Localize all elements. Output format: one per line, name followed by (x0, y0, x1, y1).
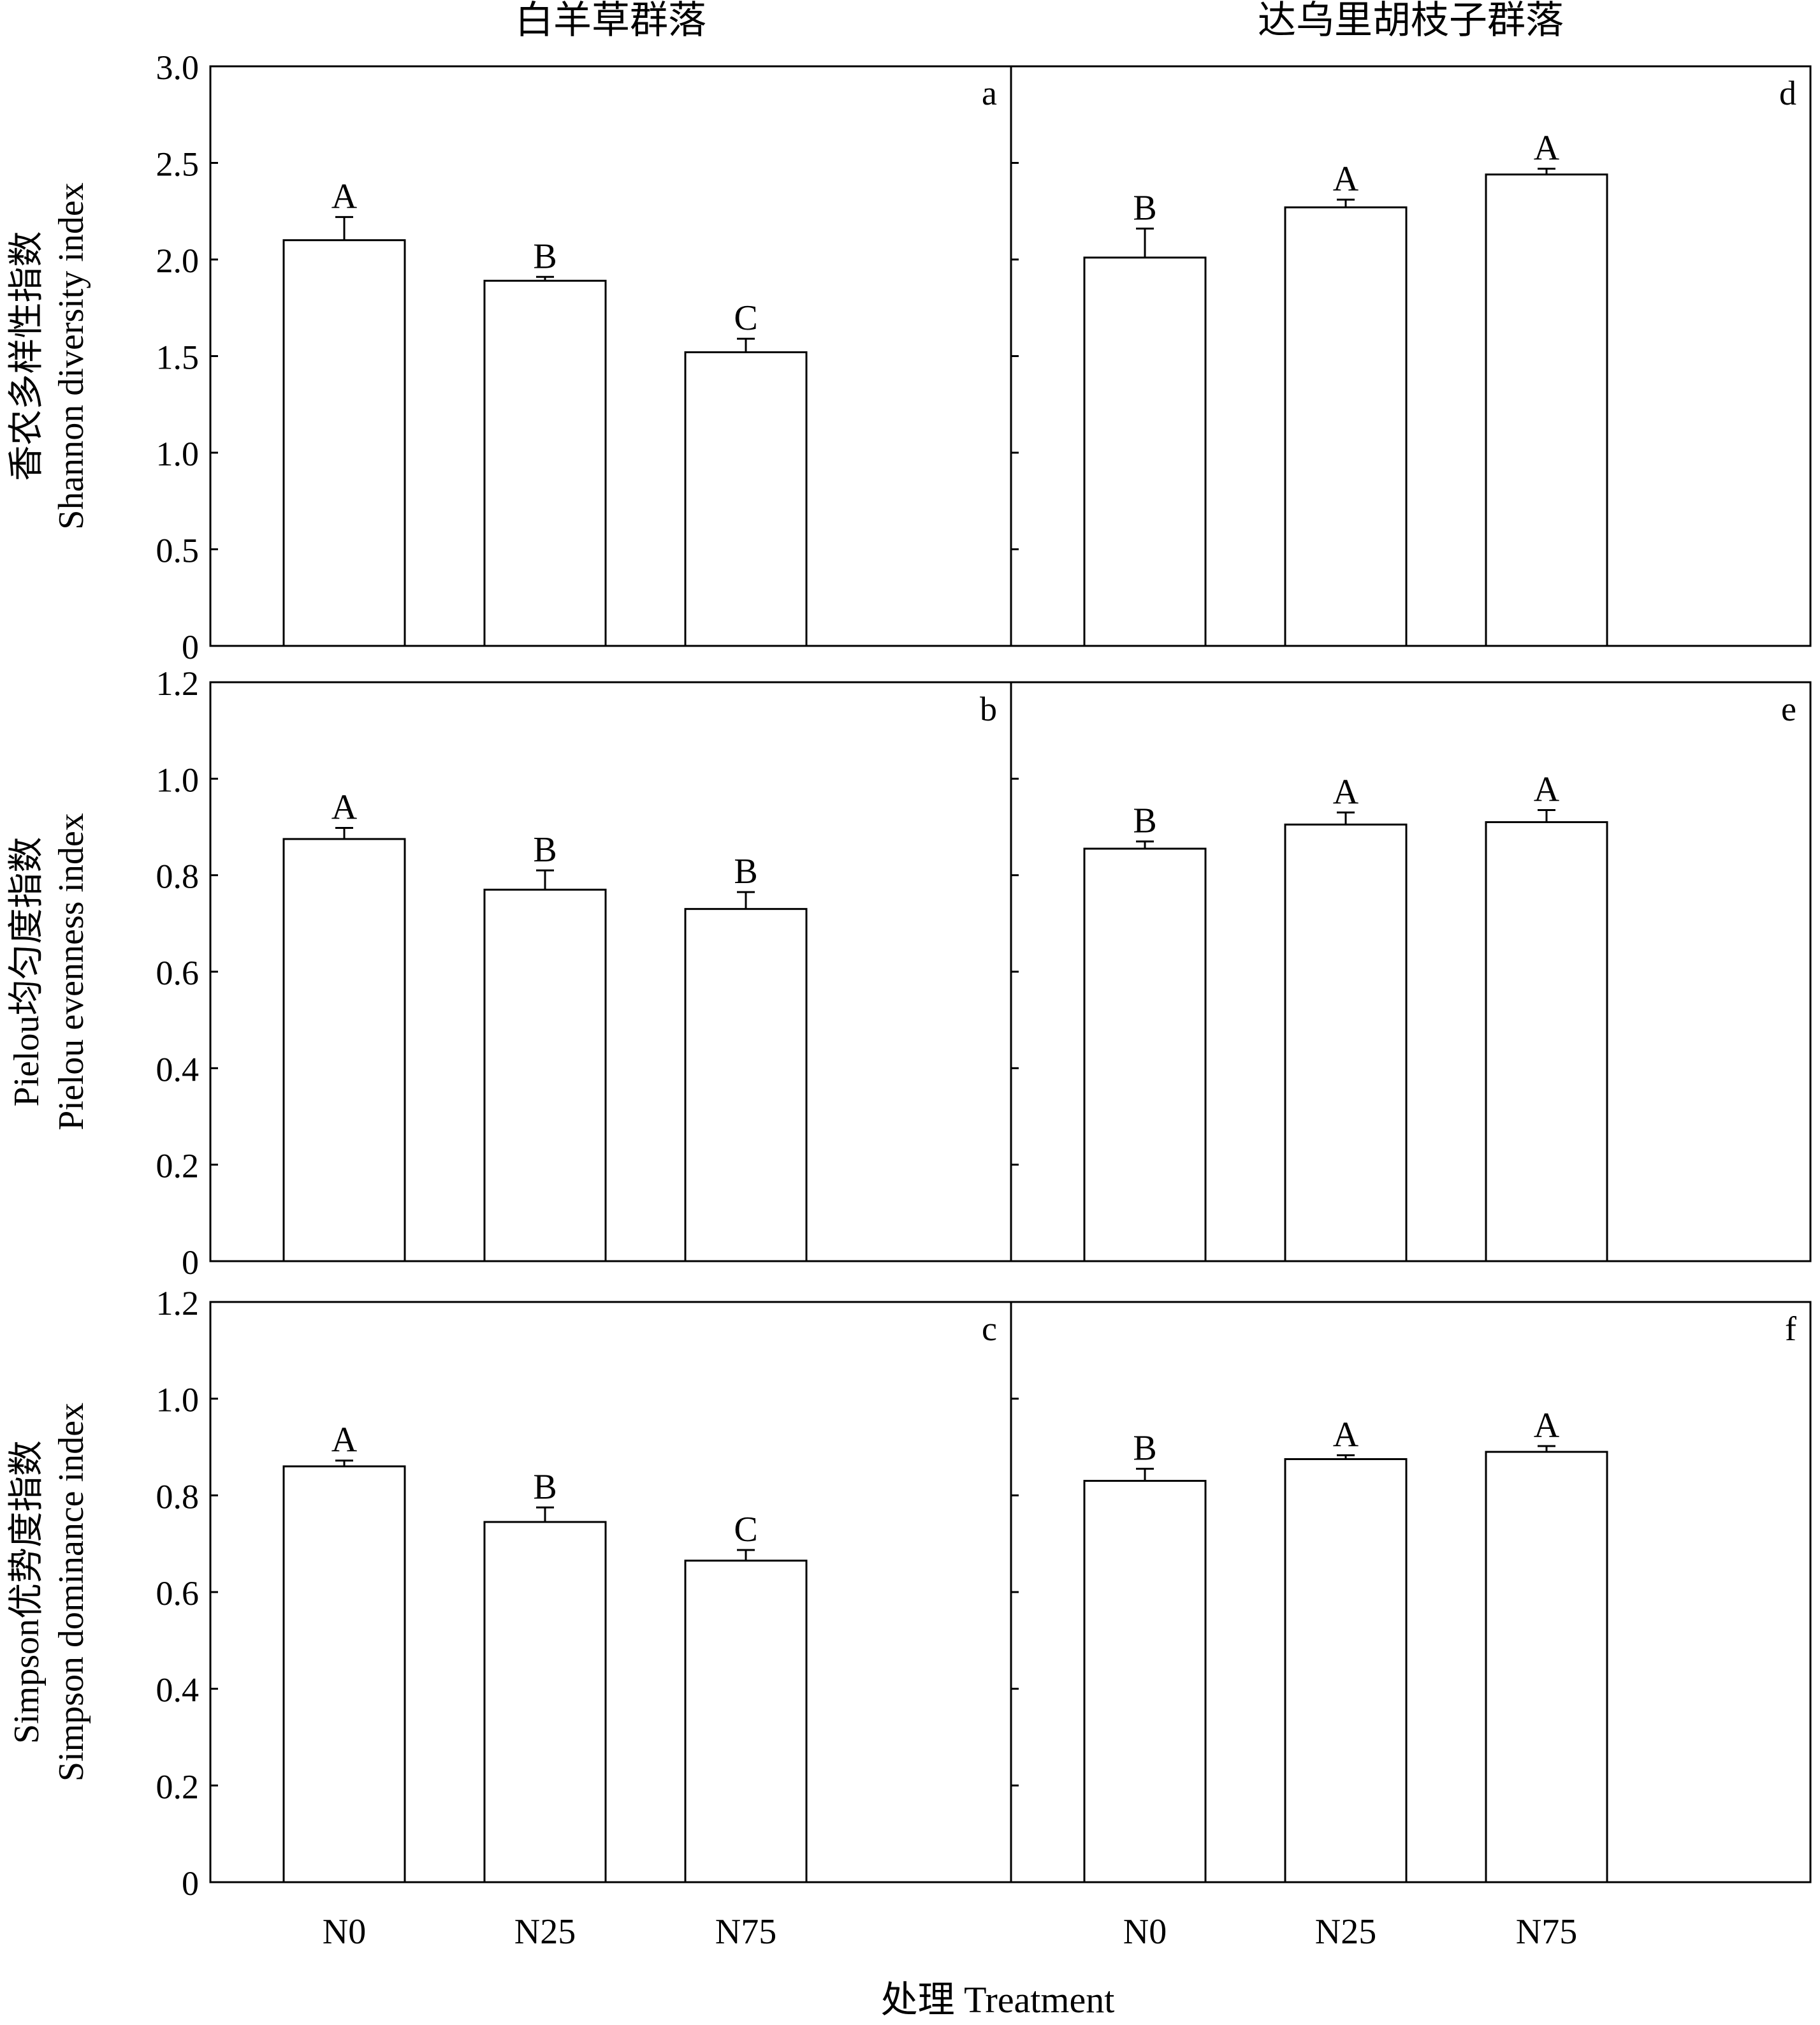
y-tick-label: 1.0 (156, 761, 200, 799)
significance-letter: A (331, 1421, 358, 1460)
bar (1485, 1451, 1608, 1883)
y-tick-label: 0.2 (156, 1147, 200, 1185)
bar (684, 908, 808, 1262)
bar (1485, 821, 1608, 1262)
y-tick-label: 0.5 (156, 532, 200, 570)
y-tick-label: 0.6 (156, 954, 200, 992)
significance-letter: B (533, 830, 557, 870)
panel-e: B A Ae (1010, 681, 1812, 1262)
significance-letter: A (1333, 772, 1359, 812)
significance-letter: B (1133, 189, 1156, 228)
bar (684, 351, 808, 647)
panel-label: c (982, 1310, 997, 1348)
bar (1083, 847, 1207, 1262)
significance-letter: A (331, 177, 358, 216)
significance-letter: B (734, 852, 757, 891)
significance-letter: A (1534, 129, 1560, 168)
panel-f: B A Af (1010, 1301, 1812, 1883)
panel-label: d (1779, 74, 1796, 112)
significance-letter: A (331, 788, 358, 828)
bar (1485, 173, 1608, 647)
bar (282, 838, 406, 1262)
bar (1083, 1480, 1207, 1883)
bar (1284, 823, 1408, 1262)
y-tick-label: 3.0 (156, 48, 200, 87)
x-tick-label: N75 (715, 1912, 776, 1952)
column-title: 白羊草群落 (515, 0, 706, 41)
x-tick-label: N0 (323, 1912, 366, 1952)
panel-d: B A Ad (1010, 65, 1812, 647)
significance-letter: B (533, 1467, 557, 1507)
y-tick-label: 0 (182, 628, 199, 666)
significance-letter: A (1333, 1415, 1359, 1454)
significance-letter: B (533, 237, 557, 276)
column-titles: 白羊草群落 达乌里胡枝子群落 (515, 0, 1564, 41)
y-tick-label: 0.8 (156, 858, 200, 896)
significance-letter: C (734, 1510, 757, 1549)
y-tick-label: 0.8 (156, 1477, 200, 1516)
bar (483, 279, 607, 647)
y-tick-label: 0.6 (156, 1574, 200, 1612)
y-axis-label-en: Shannon diversity index (52, 182, 91, 529)
panel-b: 0 0.2 0.4 0.6 0.8 1.0 1.2 A B Bb (156, 664, 1012, 1282)
y-tick-label: 0.4 (156, 1050, 200, 1088)
y-axis-label-cn: Pielou均匀度指数 (7, 837, 47, 1106)
y-tick-label: 2.5 (156, 145, 200, 184)
y-tick-label: 1.2 (156, 664, 200, 703)
bar (1284, 1458, 1408, 1883)
y-tick-label: 1.0 (156, 435, 200, 473)
bar (1284, 206, 1408, 647)
significance-letter: C (734, 298, 757, 338)
y-tick-label: 0 (182, 1864, 199, 1903)
y-tick-label: 0 (182, 1243, 199, 1282)
panel-label: a (982, 74, 997, 112)
x-tick-label: N75 (1516, 1912, 1577, 1952)
significance-letter: B (1133, 1429, 1156, 1468)
y-tick-label: 2.0 (156, 242, 200, 280)
y-axis-label-en: Pielou evenness index (52, 813, 91, 1130)
bar (483, 888, 607, 1262)
panel-label: e (1781, 690, 1796, 728)
bar (1083, 256, 1207, 647)
y-tick-label: 0.2 (156, 1767, 200, 1806)
chart-panels: 0 0.5 1.0 1.5 2.0 2.5 3.0 A B Ca B A Ad 0 0.2 0.4 0.6 0.8… (156, 48, 1812, 1903)
y-axis-label-cn: Simpson优势度指数 (7, 1440, 47, 1744)
y-tick-label: 1.0 (156, 1381, 200, 1419)
x-tick-label: N25 (514, 1912, 576, 1952)
y-tick-label: 1.2 (156, 1284, 200, 1322)
significance-letter: A (1333, 159, 1359, 199)
y-axis-label-en: Simpson dominance index (52, 1403, 91, 1781)
bar (684, 1560, 808, 1883)
bar (483, 1521, 607, 1883)
x-axis-label: 处理 Treatment (881, 1979, 1115, 2021)
significance-letter: B (1133, 801, 1156, 841)
panel-label: f (1785, 1310, 1796, 1348)
significance-letter: A (1534, 1406, 1560, 1445)
panel-c: 0 0.2 0.4 0.6 0.8 1.0 1.2 A B Cc (156, 1284, 1012, 1903)
y-tick-label: 0.4 (156, 1671, 200, 1709)
y-axis-labels: 香农多样性指数 Shannon diversity index Pielou均匀度指… (7, 182, 91, 1781)
y-tick-label: 1.5 (156, 339, 200, 377)
x-tick-labels: N0 N25 N75 N0 N25 N75 (323, 1912, 1577, 1952)
bar (282, 1465, 406, 1883)
x-tick-label: N0 (1123, 1912, 1167, 1952)
significance-letter: A (1534, 770, 1560, 810)
panel-a: 0 0.5 1.0 1.5 2.0 2.5 3.0 A B Ca (156, 48, 1012, 666)
panel-label: b (980, 690, 997, 728)
x-tick-label: N25 (1315, 1912, 1376, 1952)
bar (282, 239, 406, 647)
column-title: 达乌里胡枝子群落 (1258, 0, 1564, 41)
y-axis-label-cn: 香农多样性指数 (7, 231, 47, 481)
